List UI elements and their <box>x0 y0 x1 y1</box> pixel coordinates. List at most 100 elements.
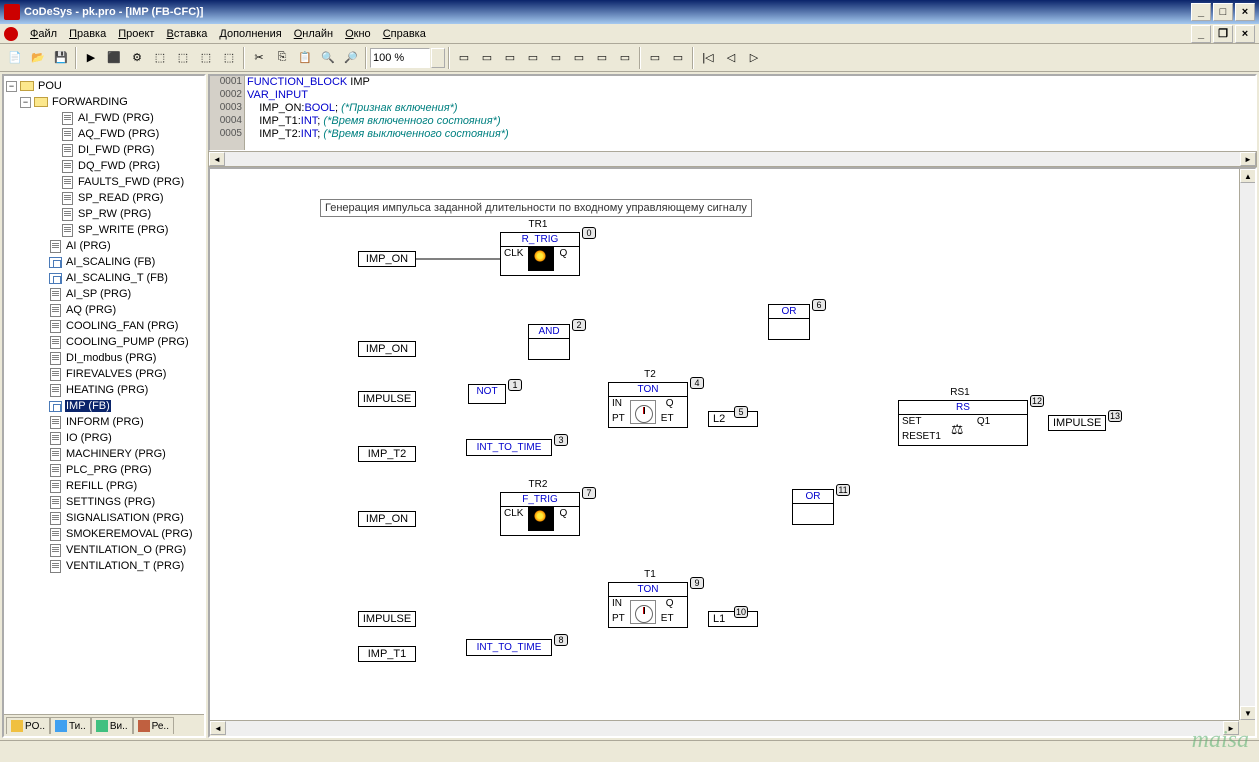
maximize-button[interactable]: □ <box>1213 3 1233 21</box>
tree-item[interactable]: VENTILATION_T (PRG) <box>6 558 202 574</box>
cut-icon[interactable]: ✂ <box>248 47 270 69</box>
cfc-tool-9[interactable]: ▭ <box>644 47 666 69</box>
tree-item[interactable]: AI (PRG) <box>6 238 202 254</box>
scroll-left-icon[interactable]: ◄ <box>210 721 226 735</box>
close-button[interactable]: × <box>1235 3 1255 21</box>
scroll-down-icon[interactable]: ▼ <box>1240 706 1256 720</box>
cfc-block-itt[interactable]: INT_TO_TIME <box>466 439 552 456</box>
zoom-input[interactable]: 100 % <box>370 48 430 68</box>
menu-Дополнения[interactable]: Дополнения <box>213 26 287 42</box>
cfc-tool-5[interactable]: ▭ <box>545 47 567 69</box>
tool3-icon[interactable]: ⬚ <box>172 47 194 69</box>
nav-first-icon[interactable]: |◁ <box>697 47 719 69</box>
paste-icon[interactable]: 📋 <box>294 47 316 69</box>
menu-Окно[interactable]: Окно <box>339 26 377 42</box>
tree-item[interactable]: AI_FWD (PRG) <box>6 110 202 126</box>
cfc-output[interactable]: IMPULSE <box>1048 415 1106 431</box>
tree-item[interactable]: FAULTS_FWD (PRG) <box>6 174 202 190</box>
cfc-num[interactable]: 10 <box>734 606 748 618</box>
scroll-right-icon[interactable]: ► <box>1240 152 1256 166</box>
menu-Вставка[interactable]: Вставка <box>160 26 213 42</box>
tool5-icon[interactable]: ⬚ <box>218 47 240 69</box>
menu-Онлайн[interactable]: Онлайн <box>288 26 339 42</box>
cfc-num[interactable]: 6 <box>812 299 826 311</box>
tree-item[interactable]: SMOKEREMOVAL (PRG) <box>6 526 202 542</box>
cfc-block-or[interactable]: OR <box>792 489 834 525</box>
cfc-tool-7[interactable]: ▭ <box>591 47 613 69</box>
tree-item[interactable]: SP_READ (PRG) <box>6 190 202 206</box>
tree-item[interactable]: IO (PRG) <box>6 430 202 446</box>
cfc-num[interactable]: 11 <box>836 484 850 496</box>
tree-item[interactable]: COOLING_PUMP (PRG) <box>6 334 202 350</box>
tree-item[interactable]: IMP (FB) <box>6 398 202 414</box>
cfc-block-ftrig[interactable]: F_TRIGCLKQ <box>500 492 580 536</box>
cfc-tool-3[interactable]: ▭ <box>499 47 521 69</box>
cfc-label[interactable]: T1 <box>630 569 670 580</box>
cfc-label[interactable]: RS1 <box>930 387 990 398</box>
cfc-output[interactable]: L1 <box>708 611 758 627</box>
cfc-tool-8[interactable]: ▭ <box>614 47 636 69</box>
tree-item[interactable]: SP_WRITE (PRG) <box>6 222 202 238</box>
cfc-block-not[interactable]: NOT <box>468 384 506 404</box>
cfc-input[interactable]: IMP_ON <box>358 511 416 527</box>
cfc-tool-2[interactable]: ▭ <box>476 47 498 69</box>
cfc-num[interactable]: 0 <box>582 227 596 239</box>
cfc-tool-4[interactable]: ▭ <box>522 47 544 69</box>
tree-item[interactable]: SETTINGS (PRG) <box>6 494 202 510</box>
tree-item[interactable]: VENTILATION_O (PRG) <box>6 542 202 558</box>
menu-Правка[interactable]: Правка <box>63 26 112 42</box>
tree-item[interactable]: AI_SCALING_T (FB) <box>6 270 202 286</box>
cfc-block-itt[interactable]: INT_TO_TIME <box>466 639 552 656</box>
cfc-num[interactable]: 9 <box>690 577 704 589</box>
cfc-num[interactable]: 5 <box>734 406 748 418</box>
cfc-input[interactable]: IMPULSE <box>358 611 416 627</box>
cfc-editor[interactable]: Генерация импульса заданной длительности… <box>210 169 1239 720</box>
open-icon[interactable]: 📂 <box>27 47 49 69</box>
cfc-tool-10[interactable]: ▭ <box>667 47 689 69</box>
cfc-label[interactable]: T2 <box>630 369 670 380</box>
sidebar-tab[interactable]: PO.. <box>6 717 50 734</box>
declaration-editor[interactable]: 00010002000300040005 FUNCTION_BLOCK IMPV… <box>208 74 1257 152</box>
cfc-block-or[interactable]: OR <box>768 304 810 340</box>
tree-item[interactable]: PLC_PRG (PRG) <box>6 462 202 478</box>
mdi-restore-button[interactable]: ❐ <box>1213 25 1233 43</box>
cfc-v-scrollbar[interactable]: ▲ ▼ <box>1239 169 1255 720</box>
tree-item[interactable]: COOLING_FAN (PRG) <box>6 318 202 334</box>
zoom-dropdown[interactable] <box>431 48 445 68</box>
copy-icon[interactable]: ⎘ <box>271 47 293 69</box>
sidebar-tab[interactable]: Ре.. <box>133 717 174 734</box>
cfc-block-and[interactable]: AND <box>528 324 570 360</box>
tool-icon[interactable]: ⚙ <box>126 47 148 69</box>
nav-next-icon[interactable]: ▷ <box>743 47 765 69</box>
cfc-num[interactable]: 8 <box>554 634 568 646</box>
tree-item[interactable]: SP_RW (PRG) <box>6 206 202 222</box>
run-icon[interactable]: ▶ <box>80 47 102 69</box>
sidebar-tab[interactable]: Ви.. <box>91 717 133 734</box>
cfc-input[interactable]: IMP_T1 <box>358 646 416 662</box>
tree-item[interactable]: AI_SP (PRG) <box>6 286 202 302</box>
sidebar-tab[interactable]: Ти.. <box>50 717 91 734</box>
cfc-num[interactable]: 7 <box>582 487 596 499</box>
cfc-label[interactable]: TR1 <box>508 219 568 230</box>
tool4-icon[interactable]: ⬚ <box>195 47 217 69</box>
cfc-input[interactable]: IMPULSE <box>358 391 416 407</box>
new-icon[interactable]: 📄 <box>4 47 26 69</box>
cfc-num[interactable]: 1 <box>508 379 522 391</box>
cfc-h-scrollbar[interactable]: ◄ ► <box>210 720 1239 736</box>
stop-icon[interactable]: ⬛ <box>103 47 125 69</box>
scroll-right-icon[interactable]: ► <box>1223 721 1239 735</box>
tree-item[interactable]: SIGNALISATION (PRG) <box>6 510 202 526</box>
menu-Файл[interactable]: Файл <box>24 26 63 42</box>
findnext-icon[interactable]: 🔎 <box>340 47 362 69</box>
cfc-num[interactable]: 3 <box>554 434 568 446</box>
cfc-tool-1[interactable]: ▭ <box>453 47 475 69</box>
tree-item[interactable]: DI_FWD (PRG) <box>6 142 202 158</box>
nav-prev-icon[interactable]: ◁ <box>720 47 742 69</box>
menu-Проект[interactable]: Проект <box>112 26 160 42</box>
cfc-block-ton[interactable]: TONINPTQET <box>608 382 688 428</box>
mdi-close-button[interactable]: × <box>1235 25 1255 43</box>
tree-item[interactable]: AQ (PRG) <box>6 302 202 318</box>
code-h-scrollbar[interactable]: ◄ ► <box>208 151 1257 167</box>
scroll-up-icon[interactable]: ▲ <box>1240 169 1256 183</box>
save-icon[interactable]: 💾 <box>50 47 72 69</box>
